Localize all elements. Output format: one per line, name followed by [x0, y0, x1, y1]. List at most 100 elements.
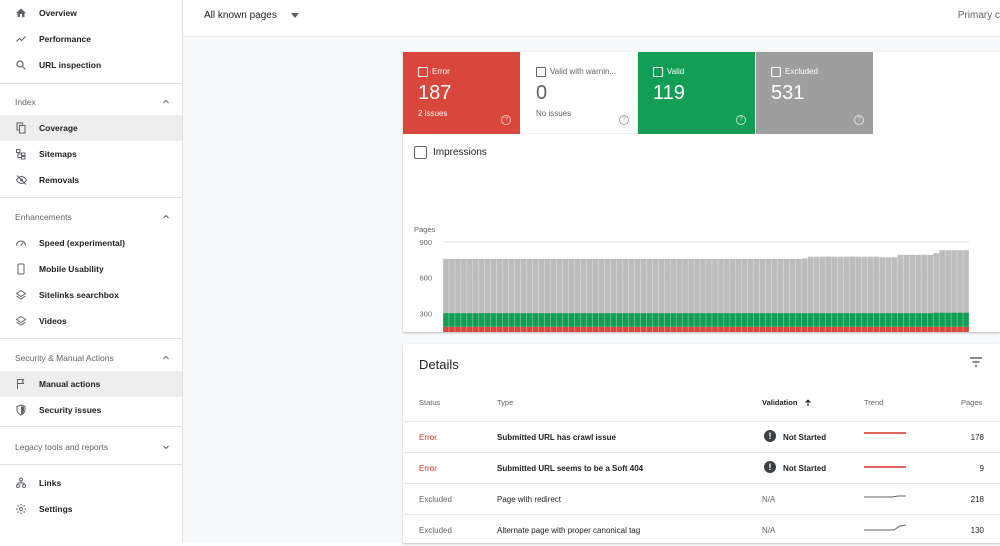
sidebar-item-manual-actions[interactable]: Manual actions — [0, 371, 182, 397]
page-filter-dropdown[interactable]: All known pages — [204, 10, 299, 21]
section-index[interactable]: Index — [0, 90, 182, 114]
sidebar-item-label: Overview — [39, 8, 77, 18]
bar-segment-error — [652, 326, 659, 332]
section-enhancements[interactable]: Enhancements — [0, 205, 182, 229]
sidebar-item-label: Mobile Usability — [39, 264, 104, 274]
bar-segment-excluded — [526, 258, 533, 314]
help-icon[interactable]: ? — [501, 115, 511, 125]
bar-segment-excluded — [939, 250, 945, 313]
bar-segment-excluded — [449, 258, 455, 314]
column-header-status[interactable]: Status — [419, 398, 441, 407]
bar-segment-excluded — [765, 258, 772, 314]
checkbox-checked-icon[interactable] — [771, 67, 781, 77]
bar-segment-valid — [706, 313, 712, 327]
bar-segment-excluded — [688, 258, 694, 314]
table-row[interactable]: Error Submitted URL seems to be a Soft 40… — [403, 452, 1000, 484]
section-title: Index — [15, 97, 36, 107]
column-header-trend[interactable]: Trend — [864, 398, 884, 407]
bar-segment-excluded — [664, 258, 670, 314]
bar-segment-valid — [795, 313, 802, 327]
divider — [0, 426, 182, 427]
sidebar-item-videos[interactable]: Videos — [0, 308, 182, 334]
section-security-manual-actions[interactable]: Security & Manual Actions — [0, 346, 182, 370]
sitemap-icon — [14, 147, 28, 161]
bar-segment-error — [747, 326, 754, 332]
sidebar-item-speed[interactable]: Speed (experimental) — [0, 230, 182, 256]
bar-segment-error — [915, 326, 922, 332]
sidebar-item-coverage[interactable]: Coverage — [0, 115, 182, 141]
bar-segment-error — [520, 326, 527, 332]
bar-segment-error — [479, 326, 485, 332]
column-header-pages[interactable]: Pages — [961, 398, 983, 407]
sidebar-item-sitelinks-searchbox[interactable]: Sitelinks searchbox — [0, 282, 182, 308]
trend-sparkline — [864, 495, 906, 498]
bar-segment-excluded — [514, 258, 521, 314]
bar-segment-valid — [592, 313, 599, 327]
table-row[interactable]: Excluded Page with redirect N/A 218 — [403, 483, 1000, 515]
bar-segment-valid — [742, 313, 748, 327]
type-cell: Alternate page with proper canonical tag — [497, 526, 641, 535]
bar-segment-valid — [502, 313, 509, 327]
bar-segment-valid — [688, 313, 694, 327]
checkbox-checked-icon[interactable] — [653, 67, 663, 77]
checkbox-icon[interactable] — [414, 146, 427, 159]
stat-valid-with-warnings[interactable]: Valid with warnin... 0 No issues ? — [521, 52, 638, 134]
table-row[interactable]: Error Submitted URL has crawl issue! Not S… — [403, 421, 1000, 453]
section-legacy-tools[interactable]: Legacy tools and reports — [0, 435, 182, 459]
filter-icon[interactable] — [969, 356, 983, 368]
stat-valid[interactable]: Valid 119 ? — [638, 52, 755, 134]
bar-segment-excluded — [724, 258, 730, 314]
bar-segment-excluded — [490, 258, 497, 314]
help-icon[interactable]: ? — [619, 115, 629, 125]
sidebar-item-overview[interactable]: Overview — [0, 0, 182, 26]
bar-segment-error — [789, 326, 796, 332]
chevron-up-icon — [160, 96, 172, 108]
sidebar-item-mobile-usability[interactable]: Mobile Usability — [0, 256, 182, 282]
speedometer-icon — [14, 236, 28, 250]
bar-segment-error — [622, 326, 629, 332]
divider — [0, 197, 182, 198]
bar-segment-error — [502, 326, 509, 332]
bar-segment-valid — [622, 313, 629, 327]
checkbox-icon[interactable] — [536, 67, 546, 77]
bar-segment-error — [777, 326, 784, 332]
home-icon — [14, 6, 28, 20]
bar-segment-valid — [747, 313, 754, 327]
sidebar-item-sitemaps[interactable]: Sitemaps — [0, 141, 182, 167]
validation-cell: N/A — [762, 495, 776, 504]
sidebar-item-links[interactable]: Links — [0, 470, 182, 496]
bar-segment-valid — [646, 313, 653, 327]
bar-segment-valid — [724, 313, 730, 327]
bar-segment-error — [843, 326, 850, 332]
bar-segment-excluded — [592, 258, 599, 314]
stat-error[interactable]: Error 187 2 issues ? — [403, 52, 520, 134]
bar-segment-excluded — [903, 254, 910, 314]
sidebar-item-security-issues[interactable]: Security issues — [0, 397, 182, 423]
bar-segment-valid — [443, 313, 449, 327]
column-header-type[interactable]: Type — [497, 398, 514, 407]
bar-segment-error — [598, 326, 605, 332]
stat-excluded[interactable]: Excluded 531 ? — [756, 52, 873, 134]
bar-segment-excluded — [508, 258, 515, 314]
file-copy-icon — [14, 121, 28, 135]
stat-value: 0 — [536, 82, 548, 104]
bar-segment-error — [736, 326, 742, 332]
column-header-validation[interactable]: Validation — [762, 398, 812, 407]
bar-segment-excluded — [455, 258, 461, 314]
top-bar: All known pages Primary c — [183, 0, 1000, 37]
bar-segment-valid — [670, 313, 676, 327]
sidebar-item-settings[interactable]: Settings — [0, 496, 182, 522]
bar-segment-excluded — [957, 250, 963, 313]
sidebar-item-removals[interactable]: Removals — [0, 167, 182, 193]
bar-segment-excluded — [484, 258, 491, 314]
sidebar-item-performance[interactable]: Performance — [0, 26, 182, 52]
help-icon[interactable]: ? — [854, 115, 864, 125]
help-icon[interactable]: ? — [736, 115, 746, 125]
table-row[interactable]: Excluded Alternate page with proper canon… — [403, 514, 1000, 546]
bar-segment-error — [951, 326, 957, 332]
bar-segment-excluded — [837, 256, 844, 314]
sidebar-item-url-inspection[interactable]: URL inspection — [0, 52, 182, 78]
bar-segment-valid — [855, 313, 862, 327]
checkbox-checked-icon[interactable] — [418, 67, 428, 77]
bar-segment-excluded — [921, 254, 928, 314]
